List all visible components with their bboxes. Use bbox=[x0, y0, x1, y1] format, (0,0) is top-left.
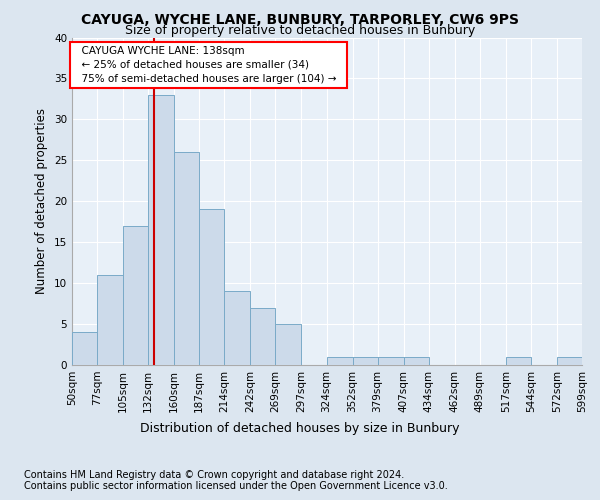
Text: CAYUGA, WYCHE LANE, BUNBURY, TARPORLEY, CW6 9PS: CAYUGA, WYCHE LANE, BUNBURY, TARPORLEY, … bbox=[81, 12, 519, 26]
Bar bbox=[506, 357, 531, 365]
Bar bbox=[174, 152, 199, 365]
Bar bbox=[353, 357, 377, 365]
Bar bbox=[250, 308, 275, 365]
Bar bbox=[275, 324, 301, 365]
Y-axis label: Number of detached properties: Number of detached properties bbox=[35, 108, 49, 294]
Bar bbox=[97, 275, 123, 365]
Text: CAYUGA WYCHE LANE: 138sqm  
  ← 25% of detached houses are smaller (34)  
  75% : CAYUGA WYCHE LANE: 138sqm ← 25% of detac… bbox=[74, 46, 343, 84]
Text: Contains HM Land Registry data © Crown copyright and database right 2024.: Contains HM Land Registry data © Crown c… bbox=[24, 470, 404, 480]
Text: Distribution of detached houses by size in Bunbury: Distribution of detached houses by size … bbox=[140, 422, 460, 435]
Text: Size of property relative to detached houses in Bunbury: Size of property relative to detached ho… bbox=[125, 24, 475, 37]
Bar bbox=[557, 357, 582, 365]
Bar bbox=[326, 357, 353, 365]
Bar bbox=[404, 357, 429, 365]
Bar bbox=[377, 357, 404, 365]
Bar bbox=[224, 292, 250, 365]
Bar bbox=[148, 95, 174, 365]
Bar bbox=[199, 210, 224, 365]
Bar bbox=[72, 332, 97, 365]
Text: Contains public sector information licensed under the Open Government Licence v3: Contains public sector information licen… bbox=[24, 481, 448, 491]
Bar bbox=[123, 226, 148, 365]
